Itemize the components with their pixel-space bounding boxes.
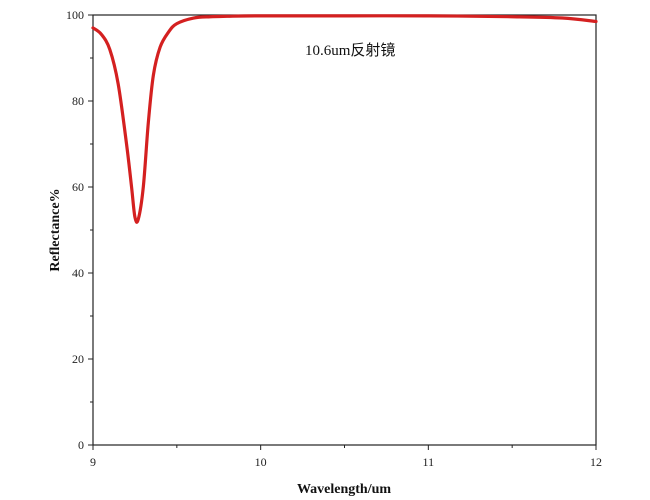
x-axis: 9 10 11 12 bbox=[90, 445, 602, 469]
y-tick-label: 0 bbox=[78, 438, 84, 452]
plot-frame bbox=[92, 14, 597, 446]
x-tick-label: 10 bbox=[255, 455, 267, 469]
y-tick-label: 100 bbox=[66, 8, 84, 22]
series-layer bbox=[91, 14, 598, 224]
y-tick-label: 80 bbox=[72, 94, 84, 108]
x-tick-label: 11 bbox=[423, 455, 435, 469]
x-tick-label: 12 bbox=[590, 455, 602, 469]
y-axis-title: Reflectance% bbox=[48, 188, 63, 271]
x-axis-title: Wavelength/um bbox=[297, 482, 391, 497]
reflectance-series-line bbox=[91, 14, 598, 224]
y-tick-label: 60 bbox=[72, 180, 84, 194]
x-tick-label: 9 bbox=[90, 455, 96, 469]
y-tick-label: 40 bbox=[72, 266, 84, 280]
y-axis: 0 20 40 60 80 100 bbox=[66, 8, 93, 452]
chart-annotation: 10.6um反射镜 bbox=[305, 41, 395, 59]
y-tick-label: 20 bbox=[72, 352, 84, 366]
